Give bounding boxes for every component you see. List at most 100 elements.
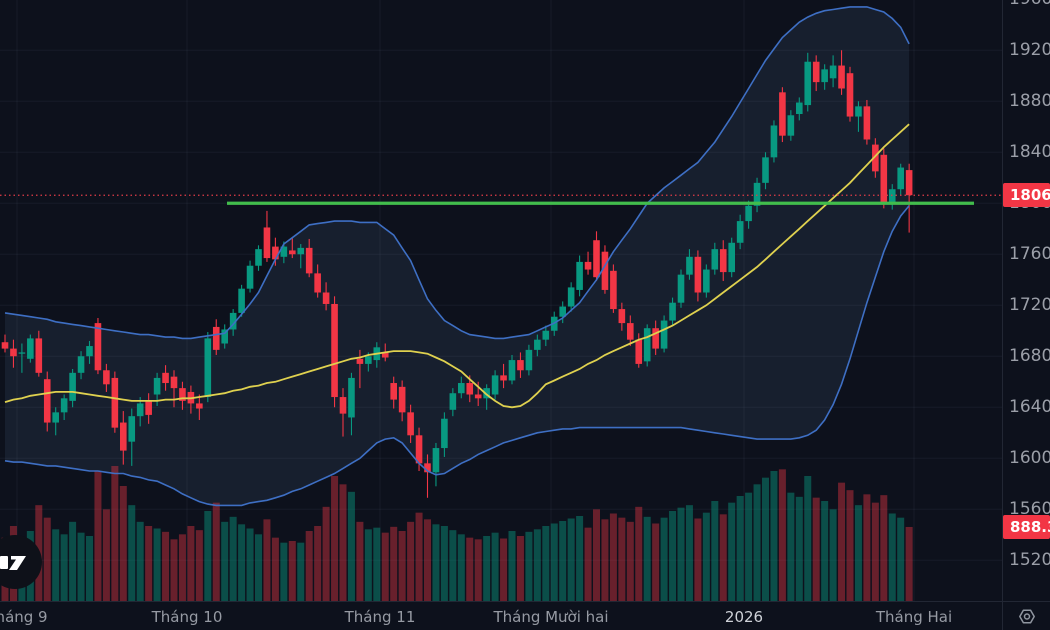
tradingview-logo[interactable] [0,535,42,589]
volume-bar [871,502,879,601]
candle [221,324,228,349]
candle [669,297,676,326]
volume-bar [854,505,862,601]
candle-body [86,346,93,357]
gear-icon[interactable] [1018,608,1036,624]
volume-bar [381,532,389,601]
volume-bar [288,541,296,601]
volume-bar [685,505,693,601]
candle [821,64,828,90]
price-axis-label: 1920. [1009,39,1050,60]
volume-bar [888,513,896,601]
candle [449,388,457,417]
candle [162,365,169,391]
volume-bar [102,509,110,601]
candle-body [339,397,347,414]
candle [356,349,364,389]
volume-bar [584,527,592,601]
candle-body [728,242,735,273]
candle-body [534,339,541,350]
candle-body [500,375,507,381]
candle-body [652,328,659,349]
axis-settings-corner[interactable] [1002,601,1050,630]
candle [196,394,203,420]
volume-bar [694,518,702,601]
candle-body [272,246,279,260]
candle-body [542,330,550,340]
candle [686,249,693,280]
volume-bar [626,521,634,601]
candle [804,52,812,112]
volume-bar [643,516,651,601]
candle-body [787,115,795,136]
candle-body [407,412,414,436]
candle-body [635,339,643,364]
price-axis-label: 1840. [1009,141,1050,162]
price-axis-label: 1520. [1009,549,1050,570]
volume-bar [863,494,871,601]
candle-body [136,403,144,417]
candle [855,101,862,132]
candle-body [212,326,220,350]
candle-body [145,400,152,415]
candle-body [289,250,296,255]
candle-body [466,383,474,395]
candle [331,296,338,408]
candle [897,163,904,196]
volume-bar [246,528,254,601]
candle [86,340,93,364]
candle-body [880,154,888,202]
price-axis[interactable]: 1960.1920.1880.1840.1800.1760.1720.1680.… [1002,0,1050,601]
candle-body [60,398,68,413]
volume-bar [331,476,339,601]
time-axis[interactable]: Tháng 9 Tháng 10 Tháng 11 Tháng Mười hai 202… [0,601,1002,630]
time-axis-month-label: Tháng 9 [0,608,48,626]
candle-body [905,170,913,196]
volume-bar [263,519,271,601]
candle [779,87,786,143]
volume-bar [432,524,440,601]
candle-body [103,370,110,385]
candle [508,354,516,385]
volume-bar [829,509,837,601]
candle [314,264,321,298]
volume-bar [474,539,482,601]
candle [593,231,600,282]
tv-logo-glyph [0,556,8,569]
volume-bar [601,519,609,601]
candle-body [255,249,262,266]
candle [660,315,668,353]
volume-bar [821,501,829,601]
candle-body [593,240,600,278]
volume-bar [170,539,178,601]
candle-body [770,125,778,158]
volume-bar [356,521,364,601]
candle-body [627,323,634,340]
volume-bar [94,471,102,601]
candle [432,442,440,487]
candle-body [846,73,854,117]
candle-body [120,422,127,451]
candle-body [449,393,457,410]
candle [390,376,397,409]
volume-bar [567,518,575,601]
volume-pane [1,466,913,601]
volume-bar [229,516,237,601]
candle [872,138,879,178]
volume-bar [145,526,153,601]
volume-bar [483,536,491,601]
candle-body [643,328,651,362]
candle-body [111,377,119,428]
volume-bar [677,507,685,601]
volume-bar [466,537,474,601]
candle-body [238,288,245,313]
candle-body [779,92,786,136]
candle [652,320,659,355]
candle [348,372,355,436]
candle [145,393,152,424]
grid [0,0,1002,601]
volume-bar [905,526,913,601]
candle-body [170,376,178,389]
last-volume-badge: 888.3 [1003,514,1050,539]
